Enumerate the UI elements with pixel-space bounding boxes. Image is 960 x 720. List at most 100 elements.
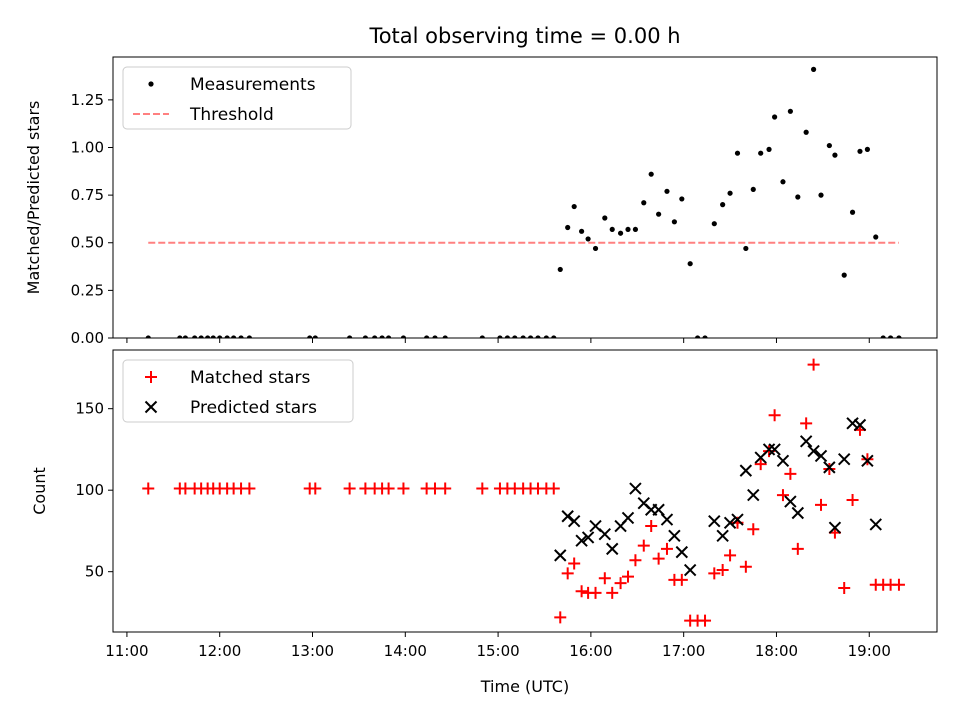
point-1-0-22 [439,482,452,495]
x-tick-label-7: 18:00 [755,642,798,660]
y-tick-label-0-2: 0.50 [71,234,104,252]
legend-label-1-0: Matched stars [190,368,310,388]
legend-label-1-1: Predicted stars [190,398,317,418]
y-tick-label-0-1: 0.25 [71,281,104,299]
point-1-0-70 [846,493,859,506]
point-1-0-14 [343,482,356,495]
point-1-1-39 [869,518,882,531]
point-1-0-53 [716,564,729,577]
point-0-0-21 [432,335,438,338]
point-1-0-52 [708,567,721,580]
point-0-0-13 [312,335,318,338]
point-0-0-49 [687,261,693,267]
point-0-0-45 [656,211,662,217]
point-0-0-3 [192,335,198,338]
point-1-1-33 [823,461,836,474]
point-0-0-40 [617,230,624,236]
series-0-0 [145,66,902,338]
point-1-1-26 [768,443,781,456]
y-tick-label-0-5: 1.25 [71,91,104,109]
point-1-0-34 [568,557,581,570]
point-0-0-73 [873,234,879,240]
point-0-0-7 [217,335,223,338]
point-0-0-67 [826,142,832,149]
point-1-1-3 [575,534,588,547]
point-0-0-35 [579,228,585,234]
point-0-0-62 [787,108,793,114]
point-0-0-30 [543,335,549,338]
point-1-1-10 [629,482,642,495]
x-tick-label-8: 19:00 [848,642,891,660]
point-1-1-27 [776,454,790,468]
x-tick-label-1: 12:00 [198,642,241,660]
point-1-1-37 [853,418,867,432]
point-1-0-57 [747,523,760,536]
point-0-0-39 [609,226,615,233]
point-1-0-54 [724,549,737,562]
point-1-0-23 [476,482,489,495]
point-1-0-46 [660,542,673,555]
series-1-0 [142,358,905,627]
point-0-0-9 [231,335,237,338]
point-0-0-50 [694,335,701,338]
point-0-0-8 [224,335,230,338]
point-1-1-7 [606,542,619,556]
point-0-0-61 [780,179,786,185]
point-0-0-66 [818,192,824,198]
legend-0: Measurements Threshold [122,66,352,130]
point-1-0-58 [754,458,767,471]
point-1-0-67 [823,462,836,475]
point-1-1-15 [668,529,681,543]
point-1-0-42 [629,554,642,567]
point-1-0-13 [309,482,322,495]
point-1-1-2 [567,514,581,528]
point-0-0-59 [766,146,772,152]
x-tick-label-2: 13:00 [291,642,334,660]
point-0-0-36 [585,236,591,242]
series-1-1 [554,417,882,577]
point-1-0-62 [784,467,797,480]
point-0-0-25 [504,335,510,338]
point-0-0-37 [592,245,599,252]
ratio-panel: 0.00 0.25 0.50 0.75 1.00 1.25 Matched/Predicte… [24,56,938,347]
data-layer-1 [142,358,905,627]
y-tick-label-0-0: 0.00 [71,329,104,347]
point-1-0-43 [637,539,650,552]
point-1-0-41 [622,570,634,583]
x-tick-label-5: 16:00 [569,642,612,660]
plot-frame-1 [112,349,938,633]
point-0-0-27 [520,335,526,338]
point-legend-1-1 [144,400,158,414]
point-1-0-56 [739,560,752,573]
point-1-1-34 [828,521,842,534]
legend-box-1 [122,359,354,423]
data-layer-0 [145,66,902,338]
point-1-0-35 [575,585,588,598]
point-1-0-60 [768,409,781,422]
point-0-0-58 [758,150,764,156]
point-1-0-44 [645,520,658,533]
point-0-0-53 [720,202,726,208]
point-1-1-32 [814,449,828,463]
x-tick-label-0: 11:00 [105,642,148,660]
point-1-0-31 [547,482,560,495]
point-0-0-34 [571,203,577,210]
point-0-0-32 [557,266,563,273]
point-0-0-38 [602,215,608,221]
chart-title: Total observing time = 0.00 h [368,24,680,48]
point-0-0-23 [479,335,485,338]
point-0-0-68 [832,152,838,158]
point-0-0-31 [551,335,557,338]
point-1-0-45 [652,552,665,565]
y-axis-label-0: Matched/Predicted stars [24,101,43,295]
point-legend-0-0 [148,81,154,87]
point-1-0-61 [776,489,789,502]
point-1-1-0 [554,549,567,562]
point-0-0-72 [864,146,871,152]
point-0-0-54 [727,190,733,196]
y-axis-label-1: Count [30,467,49,515]
point-0-0-55 [734,150,741,156]
point-0-0-33 [565,224,571,231]
point-1-1-38 [861,454,874,468]
point-0-0-5 [205,335,211,338]
